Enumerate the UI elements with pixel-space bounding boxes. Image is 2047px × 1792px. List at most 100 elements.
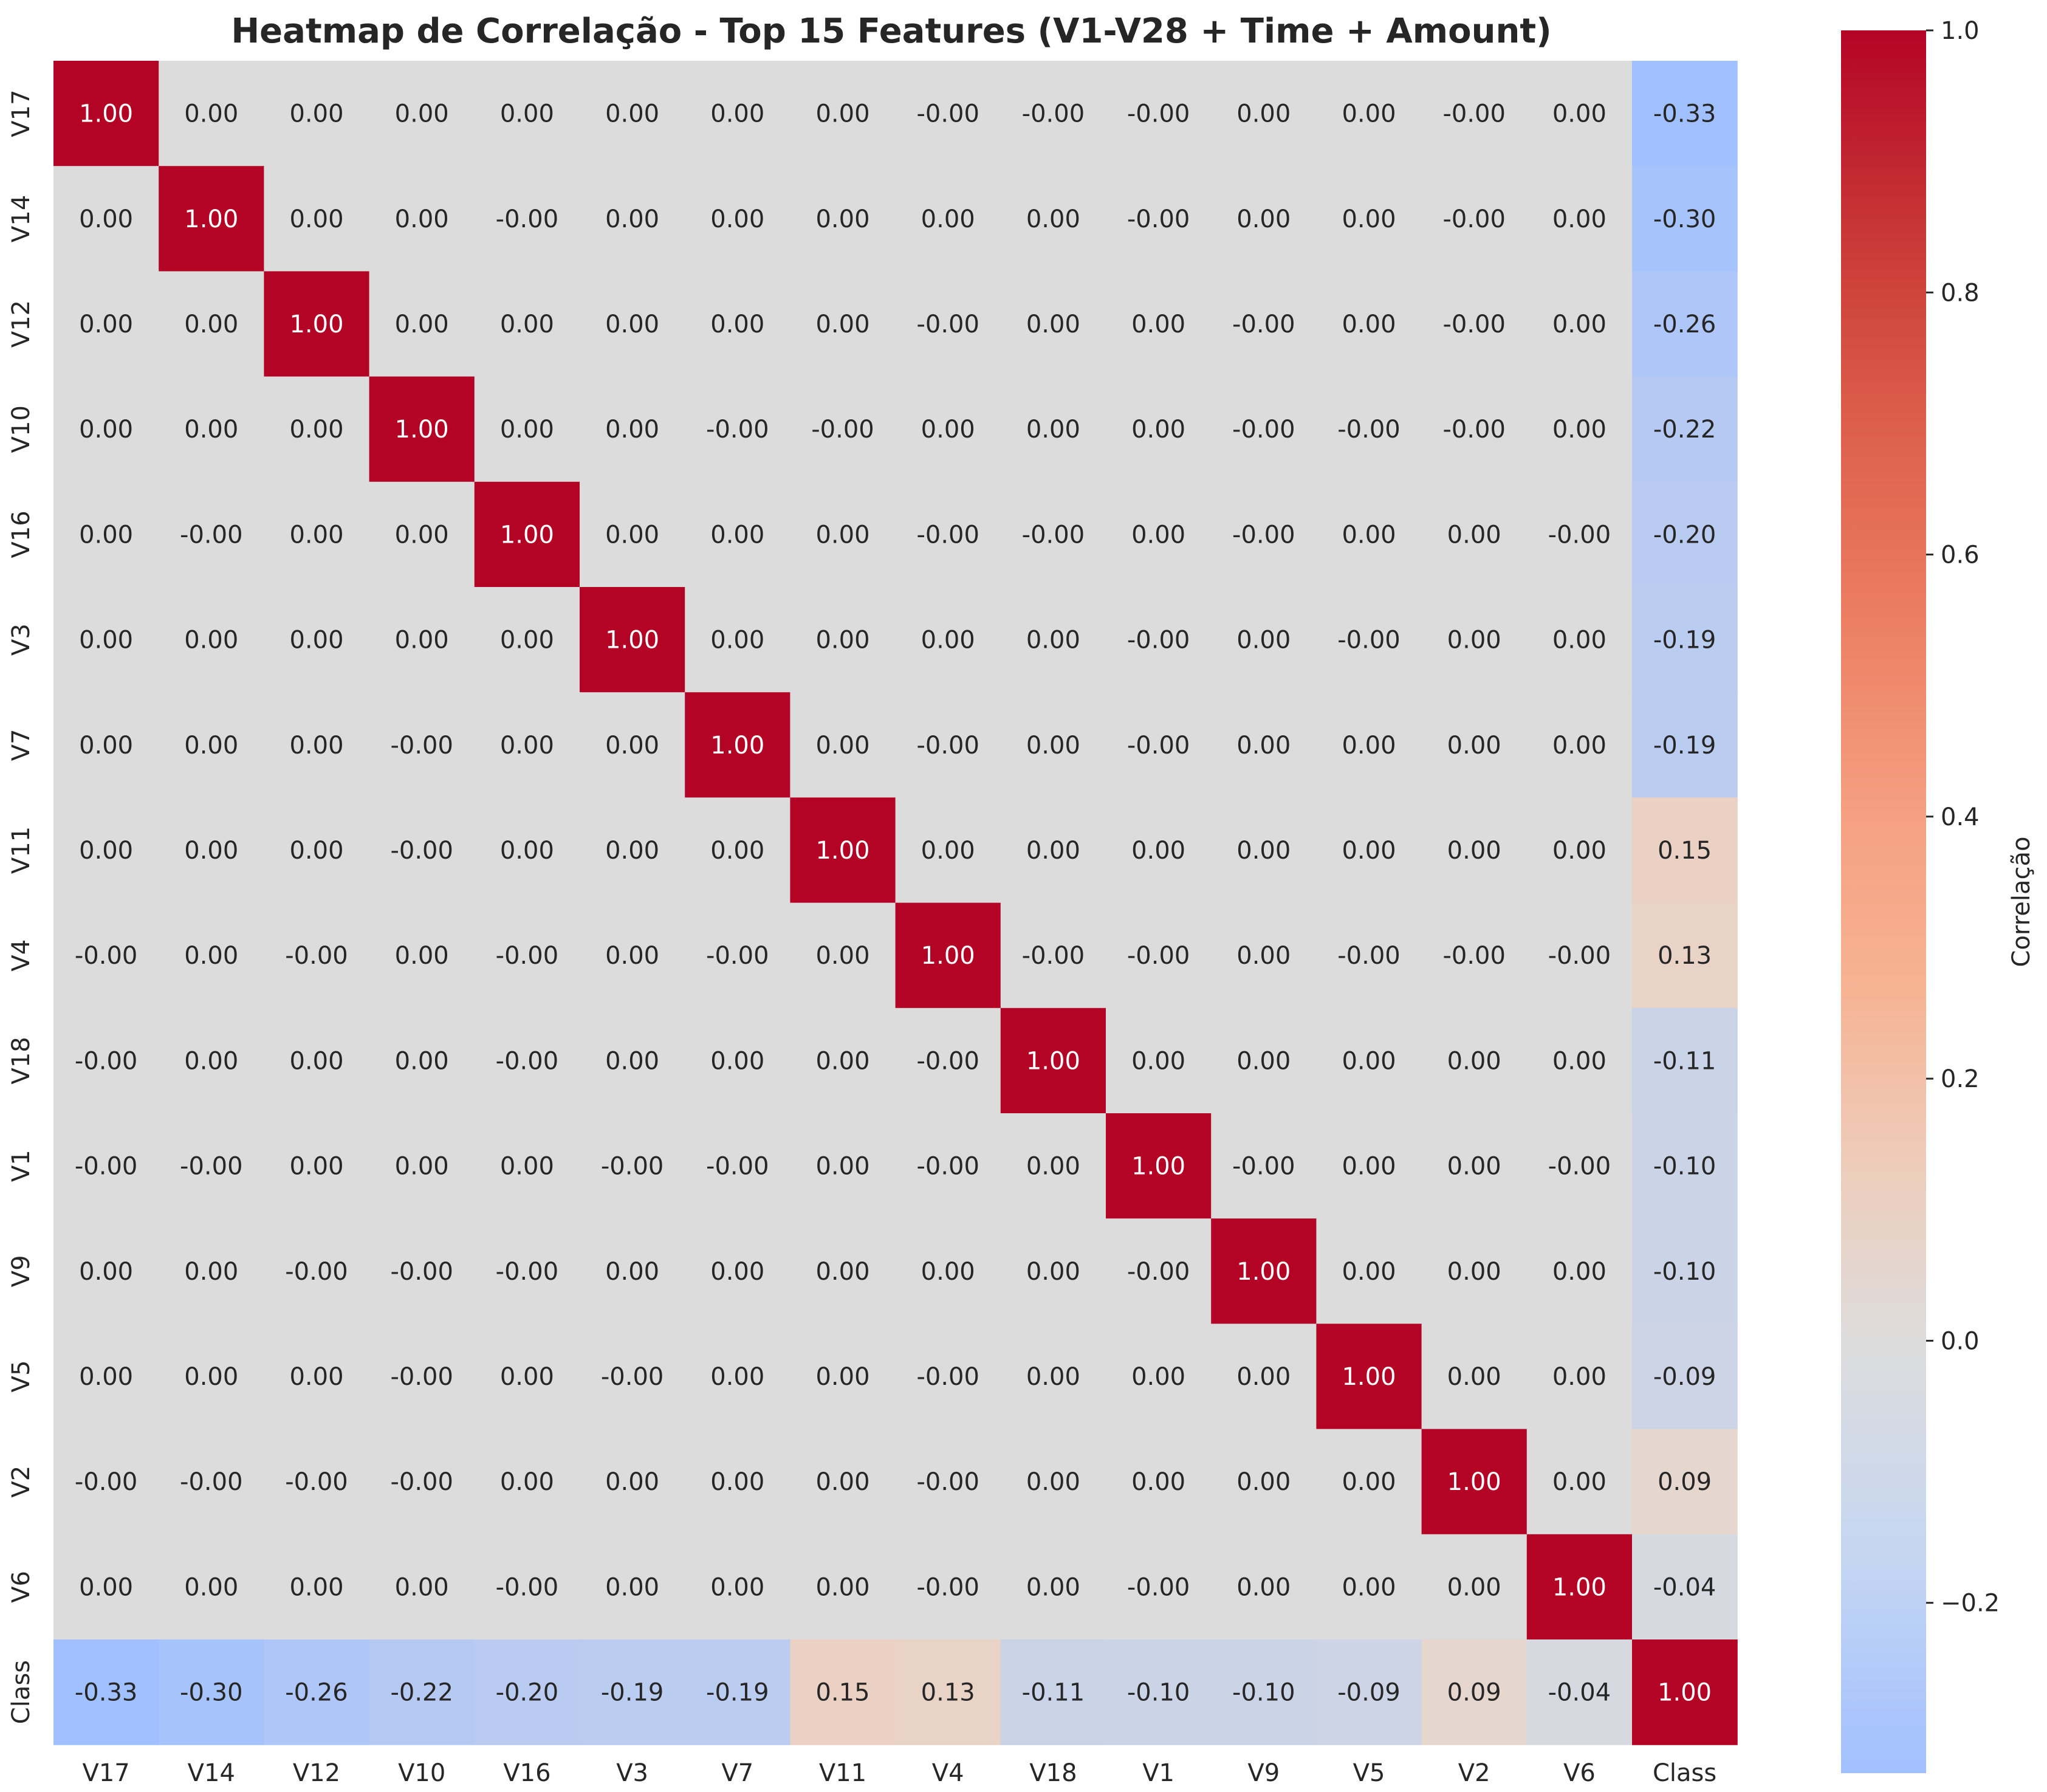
heatmap-cell	[474, 1639, 580, 1745]
cell-annotation: 0.00	[1026, 732, 1080, 760]
cell-annotation: -0.00	[496, 1047, 559, 1075]
heatmap-cell	[1211, 1218, 1317, 1324]
cell-annotation: 0.00	[710, 1573, 764, 1601]
heatmap-cell	[1632, 1534, 1738, 1640]
heatmap-cell	[1106, 1113, 1212, 1219]
cell-annotation: -0.00	[1232, 521, 1295, 549]
cell-annotation: 0.00	[289, 1153, 343, 1181]
cell-annotation: -0.00	[1022, 521, 1085, 549]
cell-annotation: -0.00	[1548, 1153, 1611, 1181]
heatmap-cell	[580, 166, 685, 272]
cell-annotation: 1.00	[1131, 1153, 1185, 1181]
heatmap-cell	[159, 1429, 264, 1535]
heatmap-cell	[580, 61, 685, 166]
cell-annotation: -0.00	[1442, 942, 1506, 970]
heatmap-cell	[1211, 797, 1317, 904]
cell-annotation: -0.00	[1442, 205, 1506, 233]
cell-annotation: 0.00	[710, 1047, 764, 1075]
cell-annotation: 1.00	[500, 521, 554, 549]
heatmap-cell	[1000, 1113, 1106, 1219]
cell-annotation: -0.00	[1337, 416, 1401, 444]
heatmap-cell	[1632, 1008, 1738, 1114]
cell-annotation: 0.00	[921, 837, 975, 865]
cell-annotation: 0.00	[1552, 1468, 1606, 1496]
cell-annotation: 0.00	[815, 732, 869, 760]
heatmap-cell	[1211, 1639, 1317, 1745]
heatmap-cell	[1526, 797, 1633, 904]
colorbar-label: Correlação	[2008, 837, 2035, 967]
heatmap-cell	[474, 797, 580, 904]
heatmap-cell	[369, 271, 475, 377]
heatmap-cell	[790, 1639, 896, 1745]
cell-annotation: -0.19	[1653, 627, 1716, 654]
heatmap-cell	[53, 587, 159, 693]
cell-annotation: 0.00	[1342, 311, 1396, 338]
cell-annotation: 0.00	[1447, 1153, 1501, 1181]
cell-annotation: 0.00	[710, 521, 764, 549]
y-tick-label: V7	[7, 729, 35, 761]
heatmap-cell	[53, 481, 159, 588]
heatmap-cell	[1000, 481, 1106, 588]
heatmap-cell	[159, 1008, 264, 1114]
heatmap-cell	[580, 797, 685, 904]
cell-annotation: 0.00	[815, 1153, 869, 1181]
heatmap-cell	[53, 1113, 159, 1219]
heatmap-cell	[159, 1639, 264, 1745]
cell-annotation: -0.00	[180, 1468, 243, 1496]
cell-annotation: 0.00	[815, 627, 869, 654]
heatmap-cell	[580, 376, 685, 482]
y-tick-label: V5	[7, 1361, 35, 1393]
heatmap-cell	[790, 1218, 896, 1324]
heatmap-cell	[1526, 481, 1633, 588]
heatmap-cell	[1421, 1218, 1528, 1324]
heatmap-cell	[53, 1429, 159, 1535]
x-tick-label: V11	[819, 1759, 866, 1787]
cell-annotation: 0.00	[815, 942, 869, 970]
cell-annotation: 0.00	[1236, 627, 1291, 654]
heatmap-cell	[369, 1218, 475, 1324]
heatmap-cell	[790, 1323, 896, 1430]
cell-annotation: -0.09	[1337, 1679, 1401, 1707]
heatmap-cell	[1526, 1323, 1633, 1430]
heatmap-cell	[1106, 1429, 1212, 1535]
y-tick-label: Class	[7, 1660, 35, 1724]
heatmap-cell	[1211, 166, 1317, 272]
heatmap-cell	[1316, 797, 1422, 904]
colorbar-ticks: 1.0 0.8 0.6 0.4 0.2 0.0 −0.2	[1926, 17, 2000, 1618]
heatmap-cell	[1000, 1008, 1106, 1114]
heatmap-cell	[1316, 1534, 1422, 1640]
heatmap-cell	[1421, 1639, 1528, 1745]
cell-annotation: 0.00	[1131, 1047, 1185, 1075]
heatmap-cell	[1316, 1639, 1422, 1745]
heatmap-cell	[685, 271, 790, 377]
heatmap-cell	[895, 271, 1001, 377]
cell-annotation: -0.00	[390, 732, 453, 760]
heatmap-cell	[1211, 902, 1317, 1009]
cell-annotation: 0.00	[1342, 1153, 1396, 1181]
cell-annotation: 0.00	[395, 205, 449, 233]
heatmap-cell	[159, 587, 264, 693]
cell-annotation: -0.00	[1548, 942, 1611, 970]
cell-annotation: 0.00	[500, 837, 554, 865]
cell-annotation: -0.00	[601, 1363, 664, 1391]
x-tick-label: V12	[293, 1759, 340, 1787]
cell-annotation: 0.00	[395, 311, 449, 338]
cell-annotation: 0.00	[79, 837, 133, 865]
heatmap-cell	[53, 1534, 159, 1640]
cell-annotation: 0.00	[815, 100, 869, 128]
heatmap-cell	[1632, 271, 1738, 377]
cell-annotation: 0.00	[1236, 837, 1291, 865]
colorbar-tick-label: 0.8	[1941, 279, 1980, 307]
heatmap-cell	[474, 692, 580, 798]
cell-annotation: -0.00	[75, 1047, 138, 1075]
cell-annotation: 1.00	[289, 311, 343, 338]
heatmap-cell	[1106, 1008, 1212, 1114]
heatmap-cell	[369, 376, 475, 482]
heatmap-cell	[159, 1113, 264, 1219]
heatmap-cell	[1000, 166, 1106, 272]
x-tick-label: V1	[1142, 1759, 1174, 1787]
heatmap-cell	[790, 376, 896, 482]
x-tick-label: V6	[1563, 1759, 1596, 1787]
heatmap-cell	[895, 692, 1001, 798]
cell-annotation: -0.20	[496, 1679, 559, 1707]
